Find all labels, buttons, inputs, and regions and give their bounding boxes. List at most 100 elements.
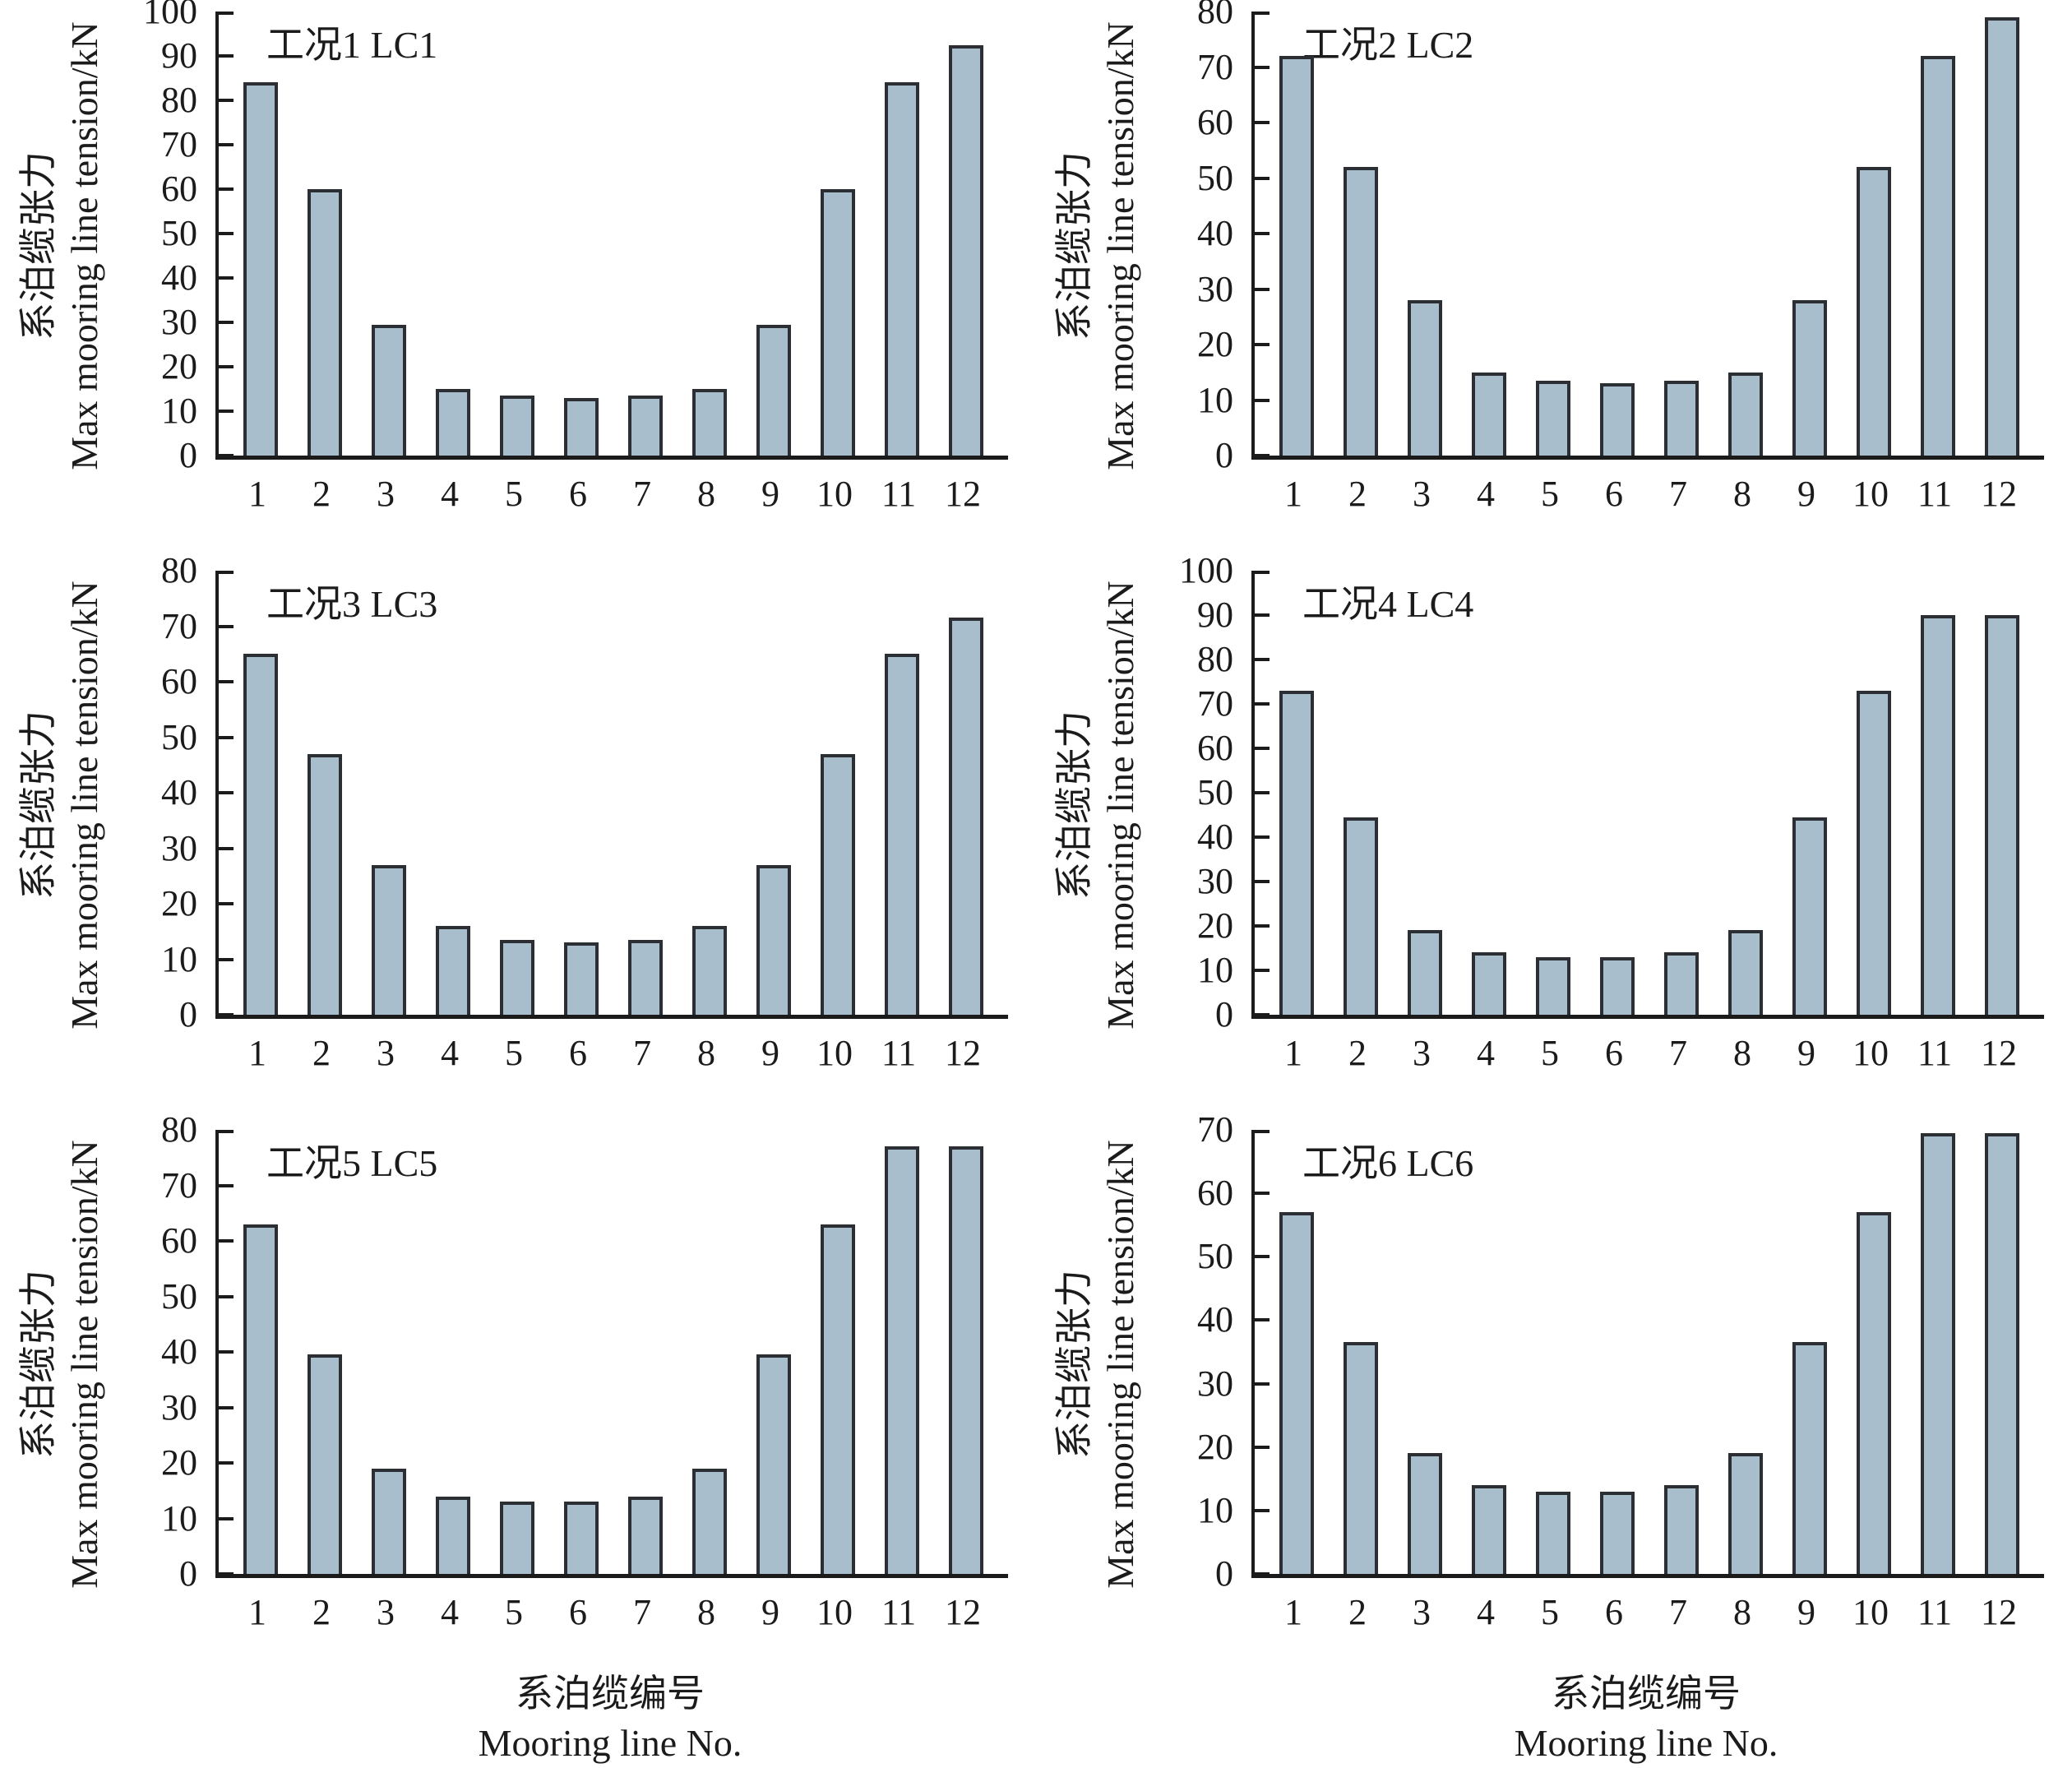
x-tick-label: 6 <box>569 1033 587 1073</box>
bar-line-6 <box>563 397 599 456</box>
y-axis-label-zh: 系泊缆张力 <box>1053 1270 1095 1459</box>
x-tick-label: 4 <box>1477 1592 1495 1632</box>
y-tick-mark <box>1255 880 1270 883</box>
y-tick-label: 80 <box>1197 0 1233 31</box>
chart-title: 工况6 LC6 <box>1302 1142 1474 1184</box>
y-axis-label: 系泊缆张力 Max mooring line tension/kN <box>1036 571 1159 1064</box>
y-tick-label: 80 <box>161 1109 197 1150</box>
x-tick-label: 8 <box>697 474 715 514</box>
y-tick-mark <box>1255 702 1270 706</box>
plot-column: 0 10 20 30 40 50 60 70 80 工况2 LC2 1 2 3 4 5 6 7 8 9 10 11 1… <box>1197 0 2044 515</box>
bar-line-3 <box>371 864 407 1015</box>
bar-slot <box>1329 571 1393 1015</box>
bar-slot <box>934 1130 998 1574</box>
bar-slot <box>742 571 806 1015</box>
y-tick-mark <box>1255 287 1270 291</box>
y-tick-label: 0 <box>179 1553 197 1594</box>
bar-slot <box>613 12 678 456</box>
y-tick-mark <box>219 1516 234 1520</box>
bar-line-4 <box>435 926 471 1015</box>
y-tick-label: 40 <box>161 772 197 812</box>
y-tick-label: 20 <box>1197 1426 1233 1467</box>
bar-slot <box>1265 1130 1329 1574</box>
y-axis-label: 系泊缆张力 Max mooring line tension/kN <box>0 12 123 505</box>
y-tick-label: 50 <box>1197 157 1233 198</box>
x-tick-label: 6 <box>569 474 587 514</box>
y-tick-label: 20 <box>1197 905 1233 946</box>
x-tick-label: 11 <box>881 1033 917 1073</box>
bar-line-2 <box>1343 1342 1379 1574</box>
y-tick-label: 70 <box>161 1164 197 1206</box>
y-tick-label: 70 <box>1197 683 1233 724</box>
x-tick-label: 8 <box>1733 1033 1751 1073</box>
x-tick-labels: 1 2 3 4 5 6 7 8 9 10 11 12 <box>215 1591 1005 1633</box>
y-tick-mark <box>219 1572 234 1576</box>
bar-slot <box>549 1130 613 1574</box>
bar-line-11 <box>1920 1132 1956 1574</box>
bar-line-4 <box>1471 952 1507 1015</box>
chart-cell-lc2: 系泊缆张力 Max mooring line tension/kN 0 10 20 3… <box>1036 0 2072 559</box>
bar-slot <box>934 571 998 1015</box>
bar-line-2 <box>307 753 343 1015</box>
bar-slot <box>1970 1130 2034 1574</box>
bar-slot <box>1649 571 1714 1015</box>
y-tick-label: 90 <box>161 35 197 76</box>
y-tick-mark <box>219 143 234 146</box>
bar-line-8 <box>691 926 728 1015</box>
y-axis-label: 系泊缆张力 Max mooring line tension/kN <box>1036 12 1159 505</box>
y-tick-label: 20 <box>161 1442 197 1483</box>
bar-slot <box>1393 1130 1457 1574</box>
bar-slot <box>1457 12 1521 456</box>
plot-column: 0 10 20 30 40 50 60 70 80 工况3 LC3 1 2 3 4 5 6 7 8 9 10 11 1… <box>161 550 1008 1074</box>
x-tick-label: 4 <box>441 1592 459 1632</box>
y-tick-mark <box>1255 613 1270 617</box>
bar-slot <box>613 1130 678 1574</box>
x-tick-label: 6 <box>1605 1033 1623 1073</box>
y-tick-label: 60 <box>161 661 197 701</box>
bar-slot <box>1906 571 1970 1015</box>
y-tick-label: 30 <box>161 827 197 868</box>
x-tick-label: 7 <box>1669 1592 1687 1632</box>
y-tick-label: 10 <box>1197 379 1233 420</box>
bar-line-1 <box>243 654 279 1015</box>
y-tick-mark <box>219 321 234 324</box>
x-axis-label: 系泊缆编号 Mooring line No. <box>1251 1669 2041 1768</box>
x-tick-label: 10 <box>1852 1033 1889 1073</box>
x-tick-label: 10 <box>816 1592 853 1632</box>
y-tick-label: 0 <box>1215 994 1233 1034</box>
bar-slot <box>1970 571 2034 1015</box>
x-tick-label: 6 <box>569 1592 587 1632</box>
bar-slot <box>357 12 421 456</box>
bar-slot <box>1714 571 1778 1015</box>
y-axis-label-en: Max mooring line tension/kN <box>1099 1140 1141 1589</box>
x-tick-label: 1 <box>1284 474 1302 514</box>
bars-container <box>219 571 1008 1015</box>
bar-line-2 <box>307 1354 343 1574</box>
bar-line-8 <box>1727 1453 1764 1574</box>
x-tick-labels: 1 2 3 4 5 6 7 8 9 10 11 12 <box>1251 473 2041 515</box>
x-tick-label: 10 <box>1852 474 1889 514</box>
y-tick-labels: 0 10 20 30 40 50 60 70 80 90 100 <box>1163 550 1242 1034</box>
x-tick-label: 3 <box>377 1592 395 1632</box>
bar-line-2 <box>307 189 343 456</box>
bar-slot <box>1714 12 1778 456</box>
x-tick-labels: 1 2 3 4 5 6 7 8 9 10 11 12 <box>1251 1591 2041 1633</box>
y-tick-label: 30 <box>1197 1363 1233 1404</box>
y-tick-label: 0 <box>1215 1553 1233 1594</box>
x-tick-label: 1 <box>248 1033 266 1073</box>
bar-line-4 <box>435 1496 471 1574</box>
x-tick-label: 5 <box>505 1592 523 1632</box>
y-tick-mark <box>1255 658 1270 661</box>
y-tick-label: 20 <box>1197 324 1233 364</box>
x-tick-label: 11 <box>1917 1033 1953 1073</box>
bar-line-8 <box>1727 372 1764 456</box>
y-tick-label: 50 <box>161 213 197 253</box>
bar-slot <box>1329 1130 1393 1574</box>
chart-cell-lc1: 系泊缆张力 Max mooring line tension/kN 0 10 20 3… <box>0 0 1036 559</box>
bar-slot <box>549 571 613 1015</box>
y-tick-mark <box>219 1461 234 1465</box>
bar-slot <box>613 571 678 1015</box>
bar-line-1 <box>1279 690 1315 1015</box>
x-tick-label: 2 <box>312 1033 331 1073</box>
